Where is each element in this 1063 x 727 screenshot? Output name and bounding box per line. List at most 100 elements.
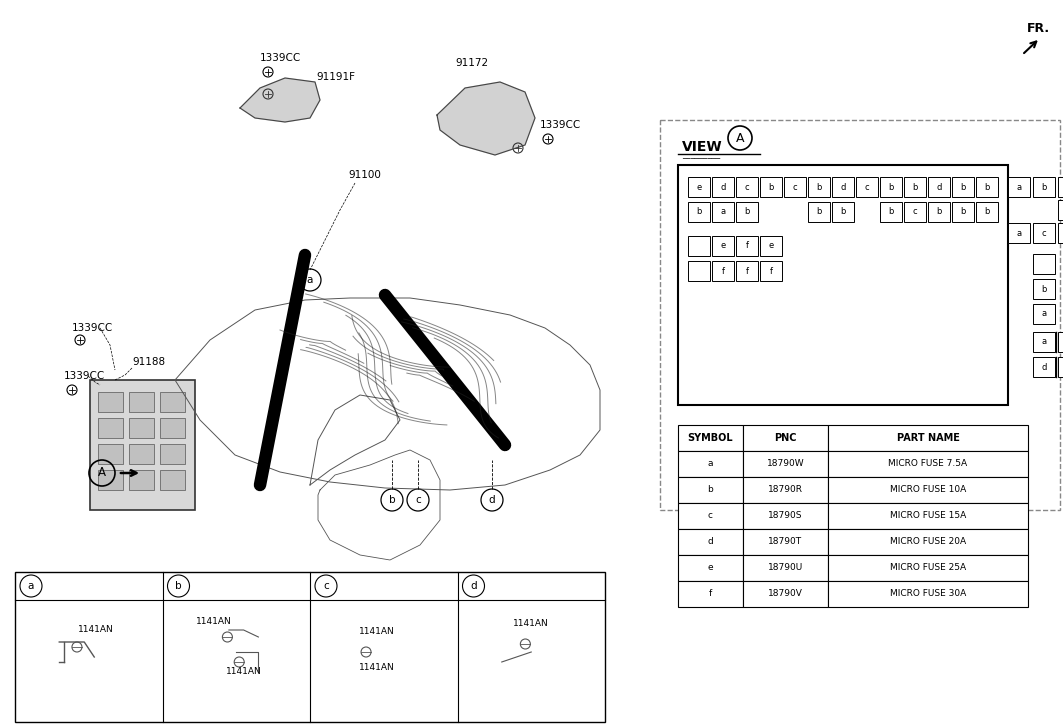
- Text: e: e: [708, 563, 713, 572]
- Bar: [1033, 223, 1054, 243]
- Text: PNC: PNC: [774, 433, 797, 443]
- Text: c: c: [708, 512, 713, 521]
- Bar: [678, 425, 743, 451]
- Text: d: d: [841, 182, 846, 191]
- Text: a: a: [28, 581, 34, 591]
- Text: b: b: [937, 207, 942, 217]
- Bar: [760, 236, 782, 256]
- Bar: [952, 202, 974, 222]
- Text: 1339CC: 1339CC: [72, 323, 114, 333]
- Text: b: b: [175, 581, 182, 591]
- Text: f: f: [709, 590, 712, 598]
- Text: b: b: [984, 207, 990, 217]
- Bar: [828, 529, 1028, 555]
- Bar: [129, 470, 154, 490]
- Bar: [928, 177, 950, 197]
- Text: c: c: [1042, 228, 1046, 238]
- Text: 1141AN: 1141AN: [197, 617, 232, 627]
- Text: b: b: [696, 207, 702, 217]
- Text: c: c: [864, 182, 870, 191]
- Text: f: f: [745, 241, 748, 251]
- Text: b: b: [1042, 284, 1047, 294]
- Polygon shape: [240, 78, 320, 122]
- Text: b: b: [984, 182, 990, 191]
- Text: b: b: [889, 182, 894, 191]
- Bar: [828, 581, 1028, 607]
- Bar: [743, 451, 828, 477]
- Bar: [1008, 223, 1030, 243]
- Text: c: c: [745, 182, 749, 191]
- Bar: [1058, 223, 1063, 243]
- Text: b: b: [816, 182, 822, 191]
- Bar: [904, 177, 926, 197]
- Bar: [1033, 279, 1054, 299]
- Bar: [98, 470, 123, 490]
- Text: 18790T: 18790T: [769, 537, 803, 547]
- Bar: [712, 261, 733, 281]
- Text: e: e: [696, 182, 702, 191]
- Bar: [828, 451, 1028, 477]
- Bar: [90, 380, 195, 510]
- Text: 1141AN: 1141AN: [358, 662, 394, 672]
- Text: PART NAME: PART NAME: [896, 433, 960, 443]
- Text: a: a: [307, 275, 314, 285]
- Bar: [688, 177, 710, 197]
- Text: SYMBOL: SYMBOL: [688, 433, 733, 443]
- Text: 18790V: 18790V: [769, 590, 803, 598]
- Bar: [129, 418, 154, 438]
- Bar: [161, 470, 185, 490]
- Text: a: a: [1016, 228, 1022, 238]
- Text: b: b: [1042, 182, 1047, 191]
- Bar: [828, 503, 1028, 529]
- Bar: [736, 236, 758, 256]
- Bar: [15, 572, 605, 722]
- Bar: [828, 555, 1028, 581]
- Text: MICRO FUSE 20A: MICRO FUSE 20A: [890, 537, 966, 547]
- Text: 18790U: 18790U: [767, 563, 804, 572]
- Text: b: b: [389, 495, 395, 505]
- Text: a: a: [1042, 337, 1047, 347]
- Text: e: e: [769, 241, 774, 251]
- Bar: [161, 392, 185, 412]
- Bar: [161, 418, 185, 438]
- Bar: [784, 177, 806, 197]
- Bar: [832, 177, 854, 197]
- Bar: [712, 202, 733, 222]
- Bar: [660, 120, 1060, 510]
- Text: A: A: [98, 467, 106, 480]
- Bar: [743, 529, 828, 555]
- Text: f: f: [745, 267, 748, 276]
- Text: d: d: [708, 537, 713, 547]
- Text: d: d: [470, 581, 477, 591]
- Bar: [1033, 254, 1054, 274]
- Bar: [1058, 200, 1063, 220]
- Bar: [808, 202, 830, 222]
- Text: 1339CC: 1339CC: [64, 371, 105, 381]
- Text: 18790W: 18790W: [766, 459, 805, 468]
- Text: a: a: [1042, 310, 1047, 318]
- Bar: [1058, 177, 1063, 197]
- Text: a: a: [1016, 182, 1022, 191]
- Text: MICRO FUSE 30A: MICRO FUSE 30A: [890, 590, 966, 598]
- Bar: [1058, 332, 1063, 352]
- Bar: [1033, 357, 1054, 377]
- Text: d: d: [1042, 363, 1047, 371]
- Bar: [743, 477, 828, 503]
- Bar: [952, 177, 974, 197]
- Text: 1141AN: 1141AN: [513, 619, 550, 629]
- Text: b: b: [769, 182, 774, 191]
- Bar: [1008, 177, 1030, 197]
- Text: FR.: FR.: [1027, 22, 1050, 35]
- Text: 1141AN: 1141AN: [79, 625, 114, 635]
- Text: A: A: [736, 132, 744, 145]
- Text: MICRO FUSE 15A: MICRO FUSE 15A: [890, 512, 966, 521]
- Bar: [736, 177, 758, 197]
- Bar: [856, 177, 878, 197]
- Bar: [678, 503, 743, 529]
- Text: f: f: [770, 267, 773, 276]
- Text: b: b: [912, 182, 917, 191]
- Bar: [743, 503, 828, 529]
- Bar: [904, 202, 926, 222]
- Bar: [688, 202, 710, 222]
- Text: d: d: [489, 495, 495, 505]
